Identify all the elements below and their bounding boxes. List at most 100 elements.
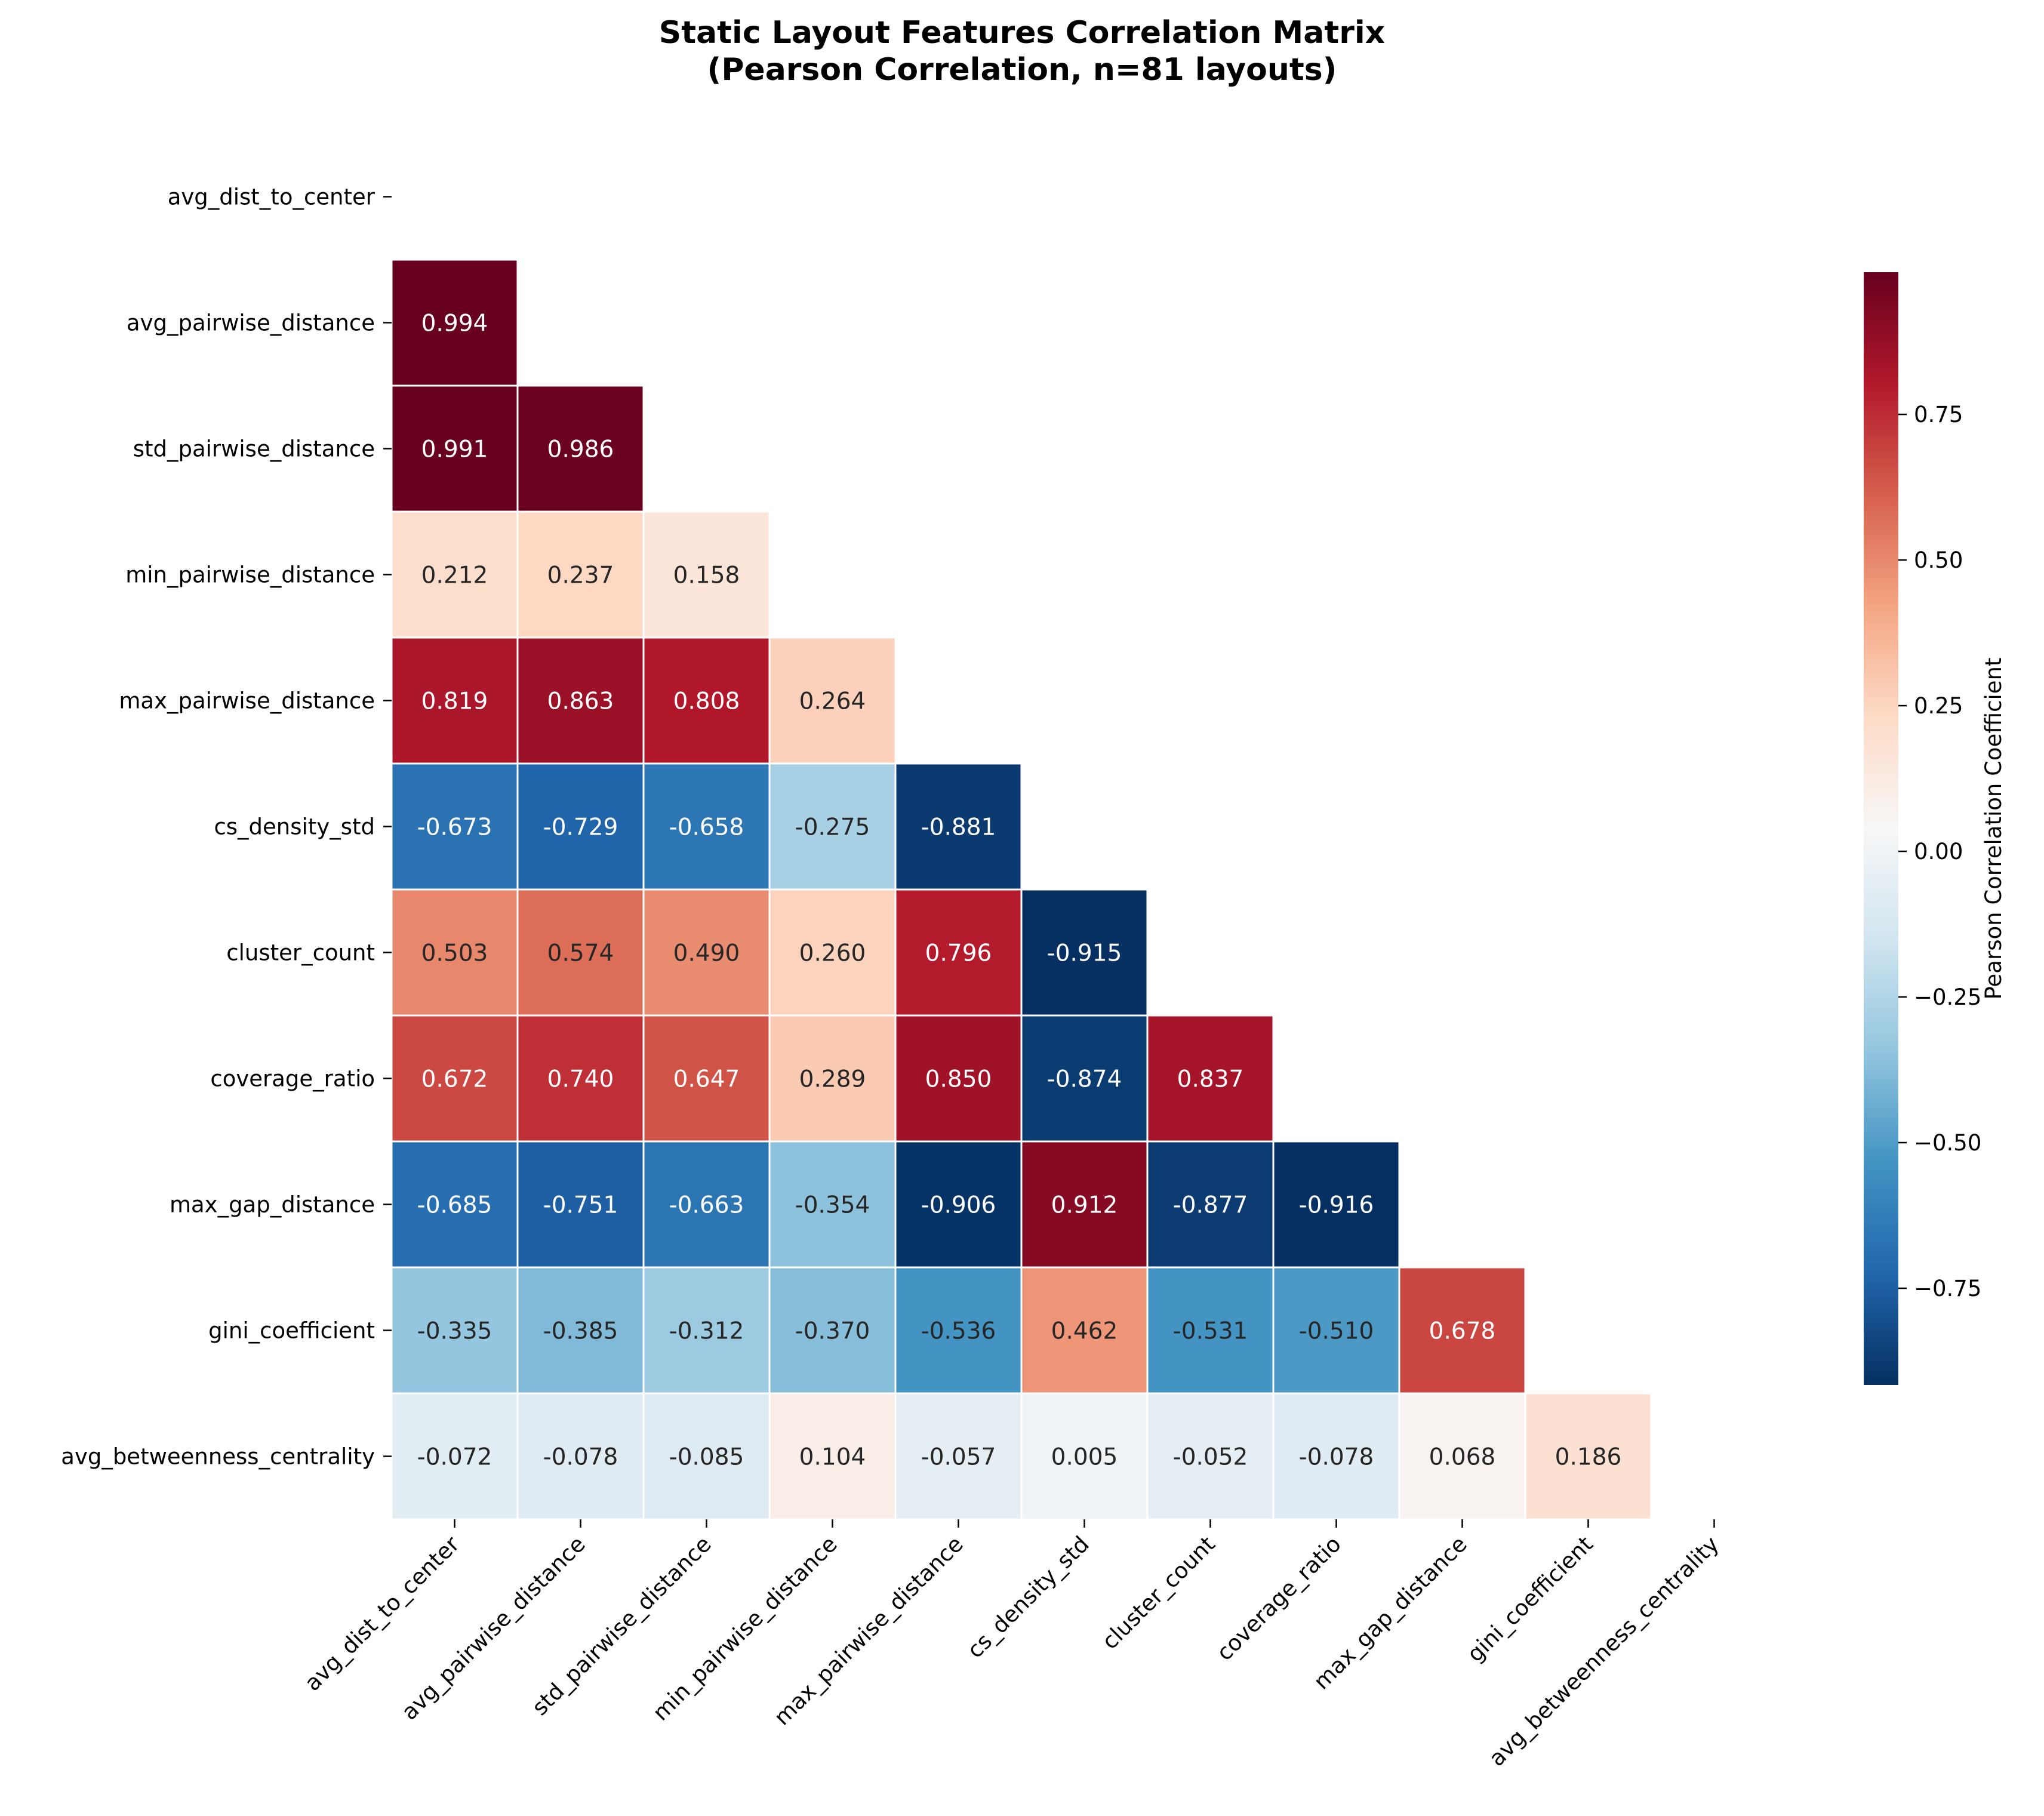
cell-value-label: 0.005 (1051, 1444, 1118, 1471)
x-tick-label: coverage_ratio (1212, 1531, 1346, 1666)
cell-value-label: 0.237 (547, 562, 614, 589)
y-tick-label: std_pairwise_distance (133, 436, 375, 462)
chart-title-line-2: (Pearson Correlation, n=81 layouts) (707, 52, 1337, 88)
colorbar-tick-label: −0.75 (1914, 1276, 1981, 1301)
cell-value-label: 0.994 (421, 310, 488, 337)
cell-value-label: 0.490 (673, 940, 740, 967)
heatmap-cell (1146, 1266, 1275, 1395)
heatmap-cell (768, 888, 897, 1017)
y-tick-label: avg_dist_to_center (168, 184, 375, 210)
heatmap-cell (1524, 1392, 1652, 1520)
colorbar-label: Pearson Correlation Coefficient (1981, 658, 2006, 1000)
y-tick-label: avg_pairwise_distance (127, 310, 375, 336)
chart-title: Static Layout Features Correlation Matri… (659, 15, 1385, 88)
heatmap-cell (516, 1266, 645, 1395)
heatmap-cell (390, 1392, 519, 1520)
cell-value-label: -0.877 (1173, 1192, 1248, 1219)
heatmap-cell (516, 636, 645, 765)
cell-value-label: -0.072 (417, 1444, 492, 1471)
cell-value-label: 0.264 (799, 688, 866, 715)
y-tick-label: coverage_ratio (210, 1066, 375, 1092)
cell-value-label: 0.808 (673, 688, 740, 715)
cell-value-label: -0.874 (1047, 1066, 1122, 1093)
heatmap-cell (390, 510, 519, 639)
cell-value-label: 0.678 (1429, 1318, 1496, 1345)
cell-value-label: -0.312 (669, 1318, 744, 1345)
heatmap-cell (768, 1266, 897, 1395)
heatmap-cell (642, 1266, 771, 1395)
cell-value-label: 0.462 (1051, 1318, 1118, 1345)
colorbar-gradient (1864, 272, 1898, 1385)
y-tick-label: gini_coefficient (208, 1318, 375, 1344)
heatmap-cell (390, 1140, 519, 1269)
cell-value-label: -0.915 (1047, 940, 1122, 967)
heatmap-cell (642, 510, 771, 639)
y-tick-label: avg_betweenness_centrality (61, 1444, 375, 1470)
cell-value-label: 0.068 (1429, 1444, 1496, 1471)
heatmap-cell (768, 636, 897, 765)
y-tick-label: cs_density_std (214, 814, 375, 840)
x-tick-label: cs_density_std (962, 1531, 1094, 1663)
heatmap-cell (516, 762, 645, 891)
colorbar-tick-label: 0.75 (1914, 402, 1963, 427)
heatmap-cell (1020, 1392, 1149, 1520)
heatmap-cells: 0.994 0.991 0.986 0.212 0.237 0.158 0.819 0.863… (390, 258, 1652, 1520)
y-axis-tick-labels: avg_dist_to_center avg_pairwise_distances… (61, 184, 392, 1470)
heatmap-cell (642, 888, 771, 1017)
cell-value-label: 0.574 (547, 940, 614, 967)
heatmap-cell (768, 762, 897, 891)
x-axis-tick-labels: avg_dist_to_centeravg_pairwise_distances… (300, 1519, 1724, 1771)
cell-value-label: 0.158 (673, 562, 740, 589)
cell-value-label: -0.385 (543, 1318, 618, 1345)
heatmap-cell (768, 1014, 897, 1143)
cell-value-label: 0.104 (799, 1444, 866, 1471)
cell-value-label: -0.354 (795, 1192, 870, 1219)
heatmap-cell (1146, 1140, 1275, 1269)
cell-value-label: 0.991 (421, 436, 488, 463)
cell-value-label: -0.729 (543, 814, 618, 841)
heatmap-cell (516, 384, 645, 513)
chart-title-line-1: Static Layout Features Correlation Matri… (659, 15, 1385, 51)
cell-value-label: -0.510 (1299, 1318, 1374, 1345)
heatmap-cell (642, 1392, 771, 1520)
heatmap-cell (894, 888, 1023, 1017)
heatmap-cell (894, 762, 1023, 891)
cell-value-label: 0.212 (421, 562, 488, 589)
cell-value-label: -0.536 (921, 1318, 996, 1345)
heatmap-cell (768, 1392, 897, 1520)
colorbar-tick-label: 0.50 (1914, 547, 1963, 573)
colorbar: −0.75 −0.50 −0.25 0.00 0.25 0.50 0.75 Pearson C… (1864, 272, 2006, 1385)
y-tick-label: min_pairwise_distance (125, 562, 375, 588)
y-tick-label: max_pairwise_distance (119, 688, 375, 714)
cell-value-label: 0.672 (421, 1066, 488, 1093)
heatmap-cell (1020, 888, 1149, 1017)
cell-value-label: -0.052 (1173, 1444, 1248, 1471)
cell-value-label: 0.912 (1051, 1192, 1118, 1219)
heatmap-cell (1398, 1266, 1526, 1395)
heatmap-cell (390, 1014, 519, 1143)
heatmap-cell (1146, 1014, 1275, 1143)
cell-value-label: 0.186 (1555, 1444, 1622, 1471)
cell-value-label: 0.837 (1177, 1066, 1244, 1093)
colorbar-tick-label: −0.50 (1914, 1130, 1981, 1156)
cell-value-label: -0.658 (669, 814, 744, 841)
cell-value-label: 0.289 (799, 1066, 866, 1093)
cell-value-label: 0.986 (547, 436, 614, 463)
heatmap-cell (516, 1014, 645, 1143)
cell-value-label: -0.057 (921, 1444, 996, 1471)
cell-value-label: -0.685 (417, 1192, 492, 1219)
heatmap-cell (1272, 1392, 1400, 1520)
cell-value-label: 0.260 (799, 940, 866, 967)
cell-value-label: -0.078 (1299, 1444, 1374, 1471)
cell-value-label: -0.370 (795, 1318, 870, 1345)
heatmap-cell (894, 1392, 1023, 1520)
heatmap-cell (1398, 1392, 1526, 1520)
heatmap-cell (390, 258, 519, 387)
cell-value-label: -0.275 (795, 814, 870, 841)
y-tick-label: cluster_count (226, 940, 375, 966)
cell-value-label: 0.819 (421, 688, 488, 715)
cell-value-label: -0.663 (669, 1192, 744, 1219)
cell-value-label: -0.881 (921, 814, 996, 841)
colorbar-tick-label: 0.25 (1914, 693, 1963, 719)
